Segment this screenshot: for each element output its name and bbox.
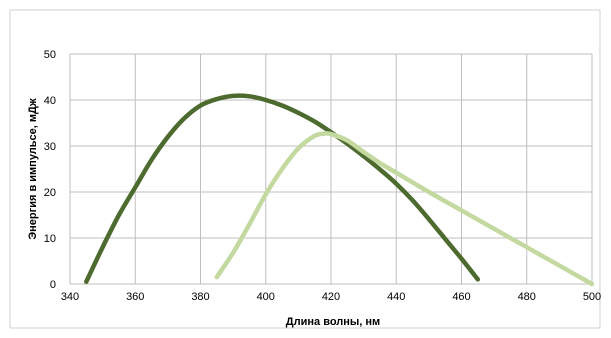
y-tick-label: 30	[44, 141, 56, 153]
x-tick-label: 380	[191, 291, 209, 303]
series-lines	[84, 93, 595, 287]
x-tick-label: 420	[322, 291, 340, 303]
x-tick-label: 400	[257, 291, 275, 303]
x-tick-label: 480	[518, 291, 536, 303]
x-axis-ticks: 340 360 380 400 420 440 460 480 500	[61, 291, 601, 303]
series-line-2	[214, 131, 595, 287]
y-tick-label: 10	[44, 233, 56, 245]
y-tick-label: 50	[44, 49, 56, 61]
y-axis-ticks: 0 10 20 30 40 50	[44, 49, 56, 291]
x-tick-label: 440	[387, 291, 405, 303]
x-axis-title: Длина волны, нм	[286, 316, 380, 328]
series-line-1	[84, 93, 481, 284]
grid-lines	[69, 53, 593, 285]
x-tick-label: 500	[583, 291, 601, 303]
y-axis-title: Энергия в импульсе, мДж	[27, 98, 39, 240]
chart-border	[9, 9, 601, 329]
y-tick-label: 20	[44, 187, 56, 199]
x-tick-label: 340	[61, 291, 79, 303]
y-tick-label: 40	[44, 95, 56, 107]
x-tick-label: 360	[126, 291, 144, 303]
y-tick-label: 0	[50, 279, 56, 291]
x-tick-label: 460	[452, 291, 470, 303]
